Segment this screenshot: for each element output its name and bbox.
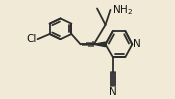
Polygon shape [94,42,106,47]
Text: NH$_2$: NH$_2$ [112,3,133,17]
Text: N: N [109,87,117,97]
Text: Cl: Cl [26,34,36,44]
Text: N: N [134,39,141,49]
